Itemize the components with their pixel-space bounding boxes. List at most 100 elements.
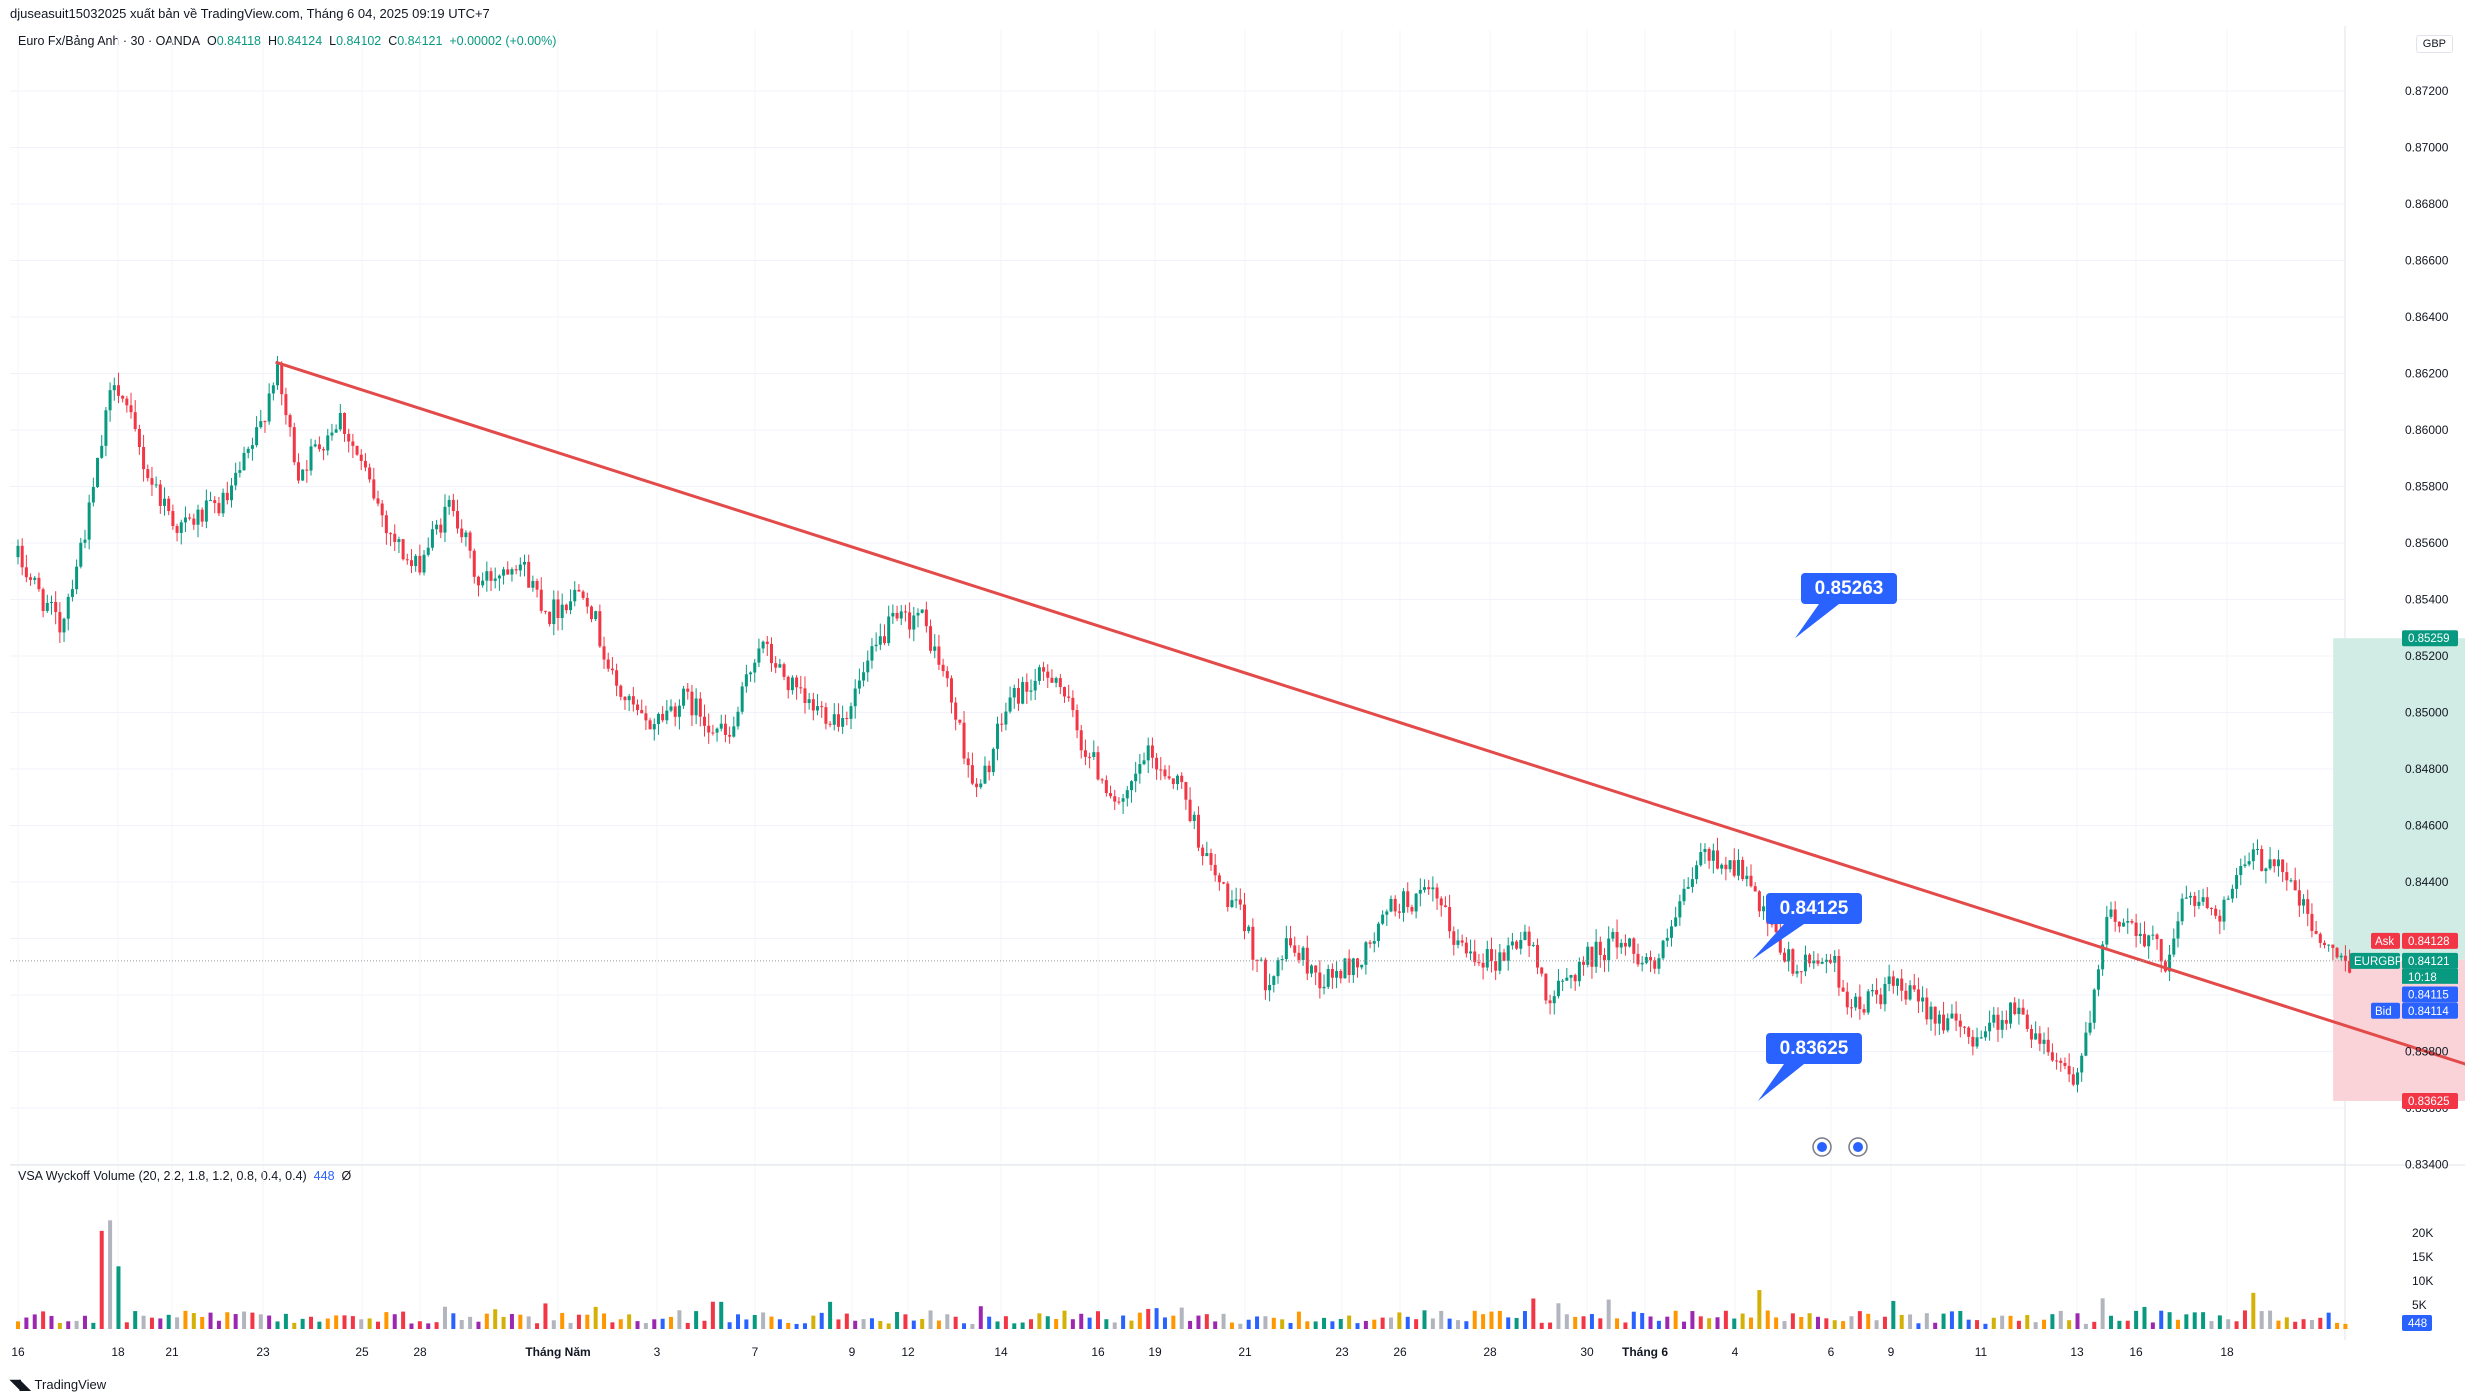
- candle-body: [2130, 921, 2134, 923]
- volume-bar: [585, 1314, 590, 1329]
- candle-body: [2034, 1033, 2038, 1040]
- candle-body: [1732, 860, 1736, 876]
- candle-body: [91, 487, 95, 503]
- brand-footer[interactable]: ◥◣ TradingView: [10, 1376, 106, 1393]
- candle-body: [765, 641, 769, 644]
- candle-body: [803, 688, 807, 704]
- candle-body: [1251, 926, 1255, 960]
- price-tick-label: 0.86800: [2405, 197, 2449, 211]
- volume-bar: [2293, 1321, 2298, 1329]
- candle-body: [862, 672, 866, 681]
- candle-body: [577, 589, 581, 592]
- volume-bar: [1690, 1311, 1695, 1329]
- candle-body: [2322, 942, 2326, 946]
- volume-bar: [1723, 1310, 1728, 1329]
- candle-body: [845, 718, 849, 720]
- candle-body: [1728, 860, 1732, 870]
- volume-bar: [442, 1306, 447, 1329]
- event-markers[interactable]: [1812, 1137, 1868, 1157]
- price-tick-label: 0.84400: [2405, 875, 2449, 889]
- volume-bar: [1497, 1310, 1502, 1329]
- candle-body: [523, 561, 527, 565]
- candle-body: [1280, 959, 1284, 961]
- candle-body: [1791, 949, 1795, 974]
- volume-bar: [551, 1320, 556, 1329]
- candle-body: [1201, 847, 1205, 857]
- candle-body: [1042, 667, 1046, 672]
- candle-body: [1092, 752, 1096, 757]
- candle-body: [619, 685, 623, 697]
- candle-body: [1992, 1014, 1996, 1023]
- candle-body: [723, 723, 727, 735]
- candle-body: [1255, 959, 1259, 961]
- position-callouts[interactable]: 0.85263 0.84125 0.83625: [1752, 573, 1897, 1101]
- candle-body: [1309, 965, 1313, 974]
- currency-selector[interactable]: GBP: [2415, 35, 2453, 53]
- volume-bar: [392, 1314, 397, 1329]
- change-value: +0.00002 (+0.00%): [449, 34, 557, 48]
- candle-body: [426, 547, 430, 555]
- candle-body: [1016, 687, 1020, 704]
- candle-body: [2147, 935, 2151, 947]
- volume-bar: [1715, 1317, 1720, 1329]
- volume-bar: [116, 1266, 121, 1329]
- volume-bar: [593, 1306, 598, 1329]
- candle-body: [1824, 959, 1828, 962]
- candle-body: [1469, 951, 1473, 954]
- volume-bar: [828, 1301, 833, 1329]
- candle-body: [677, 705, 681, 717]
- volume-bar: [2109, 1315, 2113, 1329]
- volume-bar: [158, 1318, 163, 1329]
- time-axis[interactable]: 16 18 21 23 25 28 Tháng Năm 3 7 9 12 14 16 19 21 23 26 28…: [11, 1345, 2234, 1359]
- volume-bar: [2067, 1320, 2072, 1329]
- candle-body: [1096, 752, 1100, 780]
- candle-body: [313, 444, 317, 447]
- stop-callout-box: [1766, 1033, 1862, 1064]
- position-zones[interactable]: [2333, 638, 2465, 1101]
- candle-body: [1946, 1018, 1950, 1031]
- candle-body: [828, 723, 832, 725]
- candle-body: [1054, 678, 1058, 683]
- candle-body: [309, 446, 313, 471]
- trendline[interactable]: [275, 360, 2465, 1082]
- volume-bar: [57, 1322, 62, 1329]
- volume-bar: [1623, 1322, 1628, 1329]
- candle-body: [188, 517, 192, 519]
- candle-body: [690, 691, 694, 716]
- volume-bar: [16, 1321, 20, 1329]
- candle-body: [229, 485, 233, 501]
- volume-indicator-title[interactable]: VSA Wyckoff Volume (20, 2.2, 1.8, 1.2, 0…: [18, 1169, 307, 1183]
- candle-body: [2348, 961, 2352, 973]
- time-tick-label: 28: [1483, 1345, 1497, 1359]
- volume-bar: [836, 1319, 841, 1329]
- candle-body: [2327, 944, 2331, 946]
- candle-body: [87, 502, 91, 540]
- volume-bar: [66, 1321, 71, 1329]
- candle-body: [1347, 958, 1351, 976]
- bid-price-tag-label: 0.84114: [2408, 1006, 2449, 1018]
- candle-body: [2268, 859, 2272, 869]
- volume-bar: [183, 1310, 188, 1329]
- candle-body: [1552, 996, 1556, 1004]
- price-tick-label: 0.86400: [2405, 310, 2449, 324]
- volume-bar: [995, 1321, 1000, 1329]
- brand-label: TradingView: [34, 1377, 107, 1392]
- candle-body: [2159, 939, 2163, 962]
- candle-body: [108, 390, 112, 411]
- candle-body: [234, 472, 238, 486]
- time-tick-label: 9: [1888, 1345, 1895, 1359]
- candle-body: [468, 532, 472, 551]
- symbol-title[interactable]: Euro Fx/Bảng Anh · 30 · OANDA: [18, 34, 201, 48]
- candle-body: [217, 503, 221, 514]
- candle-body: [179, 522, 183, 533]
- price-axis-tags: 0.85259 0.84128 Ask 0.84121 EURGBP 10:18 0.841…: [2350, 630, 2458, 1109]
- candle-body: [1410, 907, 1414, 912]
- volume-bar: [484, 1313, 489, 1329]
- time-tick-label: Tháng Năm: [525, 1345, 590, 1359]
- volume-bar: [1472, 1310, 1477, 1329]
- candle-body: [62, 618, 66, 633]
- candle-body: [1385, 911, 1389, 915]
- volume-bar: [853, 1320, 858, 1329]
- volume-bar: [1246, 1319, 1251, 1329]
